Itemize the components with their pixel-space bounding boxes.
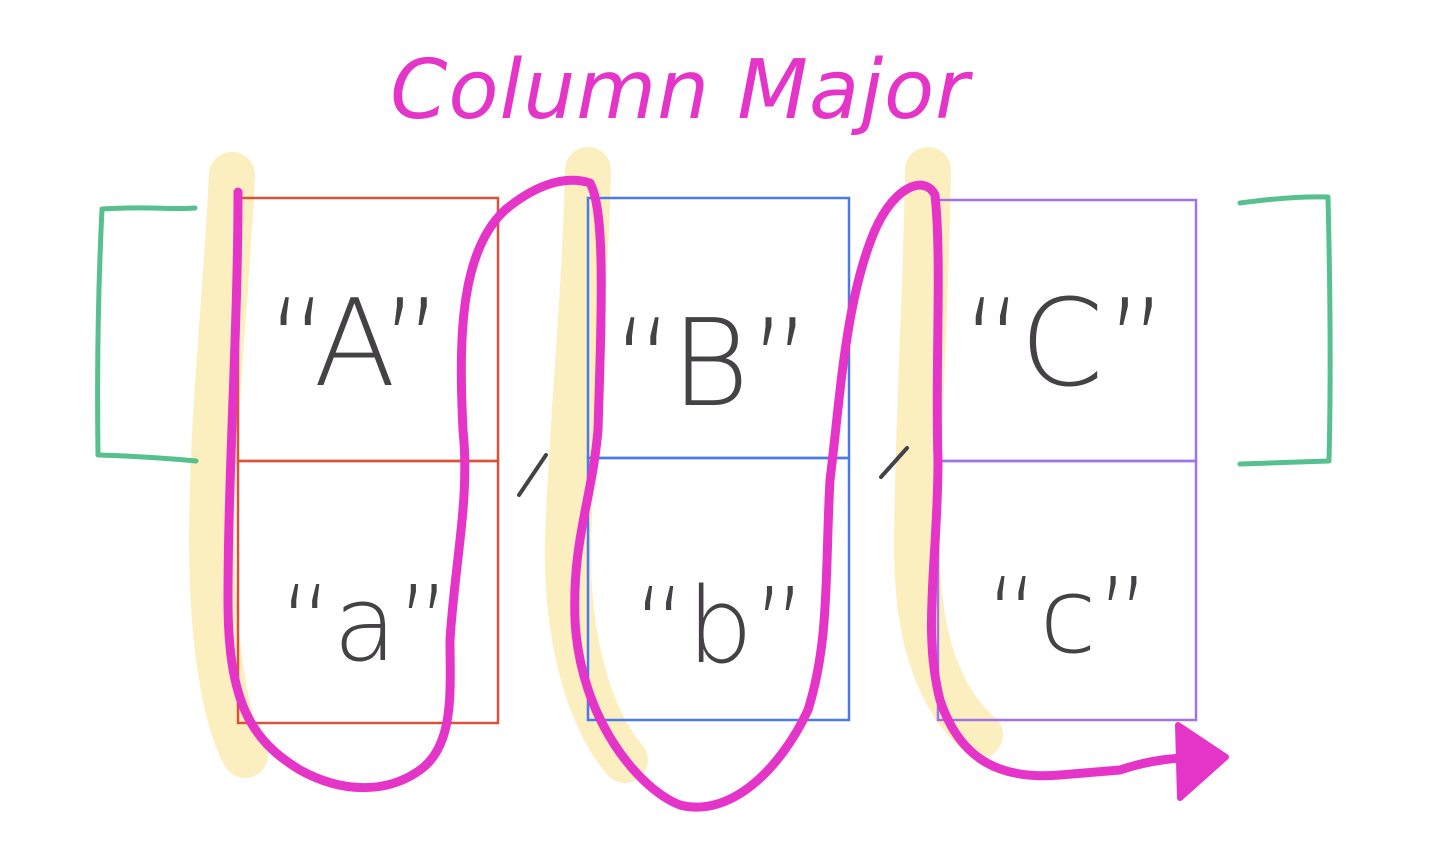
left-bracket — [95, 205, 199, 464]
cell-A-label: “A” — [267, 275, 443, 414]
diagram-title: Column Major — [390, 43, 973, 138]
cell-b — [586, 456, 851, 722]
cell-a — [236, 459, 500, 725]
column-3-highlight — [893, 147, 1003, 758]
comma-separator-2 — [879, 446, 909, 479]
cell-c-label: “c” — [986, 555, 1151, 677]
cell-B-label: “B” — [612, 295, 811, 434]
column-1-highlight — [189, 152, 268, 778]
column-2: “B” “b” — [586, 196, 851, 722]
traversal-arrowhead — [1175, 722, 1229, 801]
column-1: “A” “a” — [236, 196, 500, 725]
cell-C-label: “C” — [962, 275, 1168, 414]
cell-a-label: “a” — [279, 563, 451, 685]
cell-b-label: “b” — [633, 565, 807, 687]
right-bracket — [1237, 194, 1333, 467]
column-3: “C” “c” — [936, 198, 1198, 722]
cell-c — [936, 459, 1198, 722]
traversal-path — [223, 175, 1220, 812]
comma-separator-1 — [517, 453, 548, 497]
